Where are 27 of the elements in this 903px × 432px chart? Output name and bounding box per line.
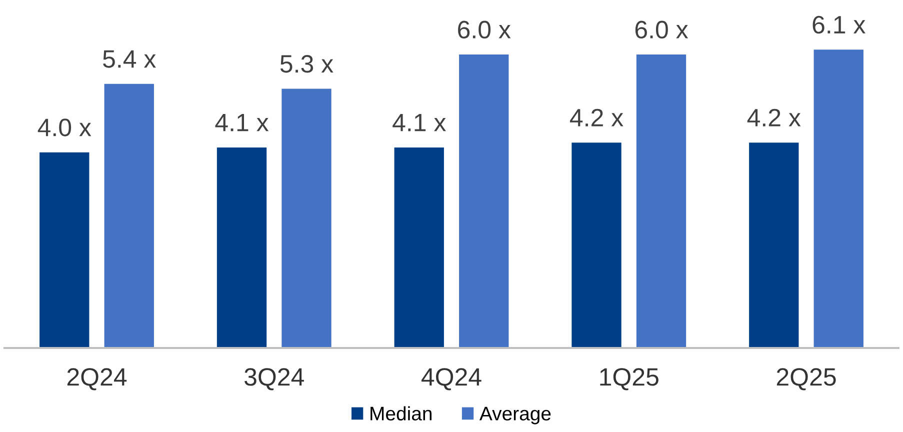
- bar: [40, 152, 90, 348]
- data-label: 4.2 x: [570, 108, 624, 126]
- bar: [282, 88, 332, 348]
- x-tick-label: 3Q24: [244, 368, 304, 390]
- data-label: 5.3 x: [280, 55, 334, 73]
- data-label: 4.1 x: [215, 114, 269, 132]
- x-tick-label: 4Q24: [422, 368, 482, 390]
- bar: [394, 147, 444, 348]
- x-tick-label: 1Q25: [600, 368, 658, 390]
- data-label: 4.2 x: [747, 108, 801, 126]
- bar: [636, 54, 686, 348]
- bar: [216, 147, 267, 348]
- x-tick-label: 2Q25: [776, 368, 836, 390]
- legend-label: Average: [479, 406, 551, 424]
- data-label: 6.0 x: [458, 20, 511, 38]
- data-label: 4.0 x: [38, 118, 92, 136]
- bar: [459, 54, 509, 348]
- legend-label: Median: [370, 406, 432, 420]
- bar: [814, 50, 864, 348]
- bar: [749, 142, 799, 348]
- data-label: 6.0 x: [635, 20, 688, 38]
- data-label: 4.1 x: [392, 114, 446, 132]
- x-tick-label: 2Q24: [67, 368, 127, 390]
- data-label: 5.4 x: [103, 50, 156, 68]
- bar: [104, 84, 154, 348]
- data-label: 6.1 x: [812, 16, 866, 34]
- bar: [572, 142, 622, 348]
